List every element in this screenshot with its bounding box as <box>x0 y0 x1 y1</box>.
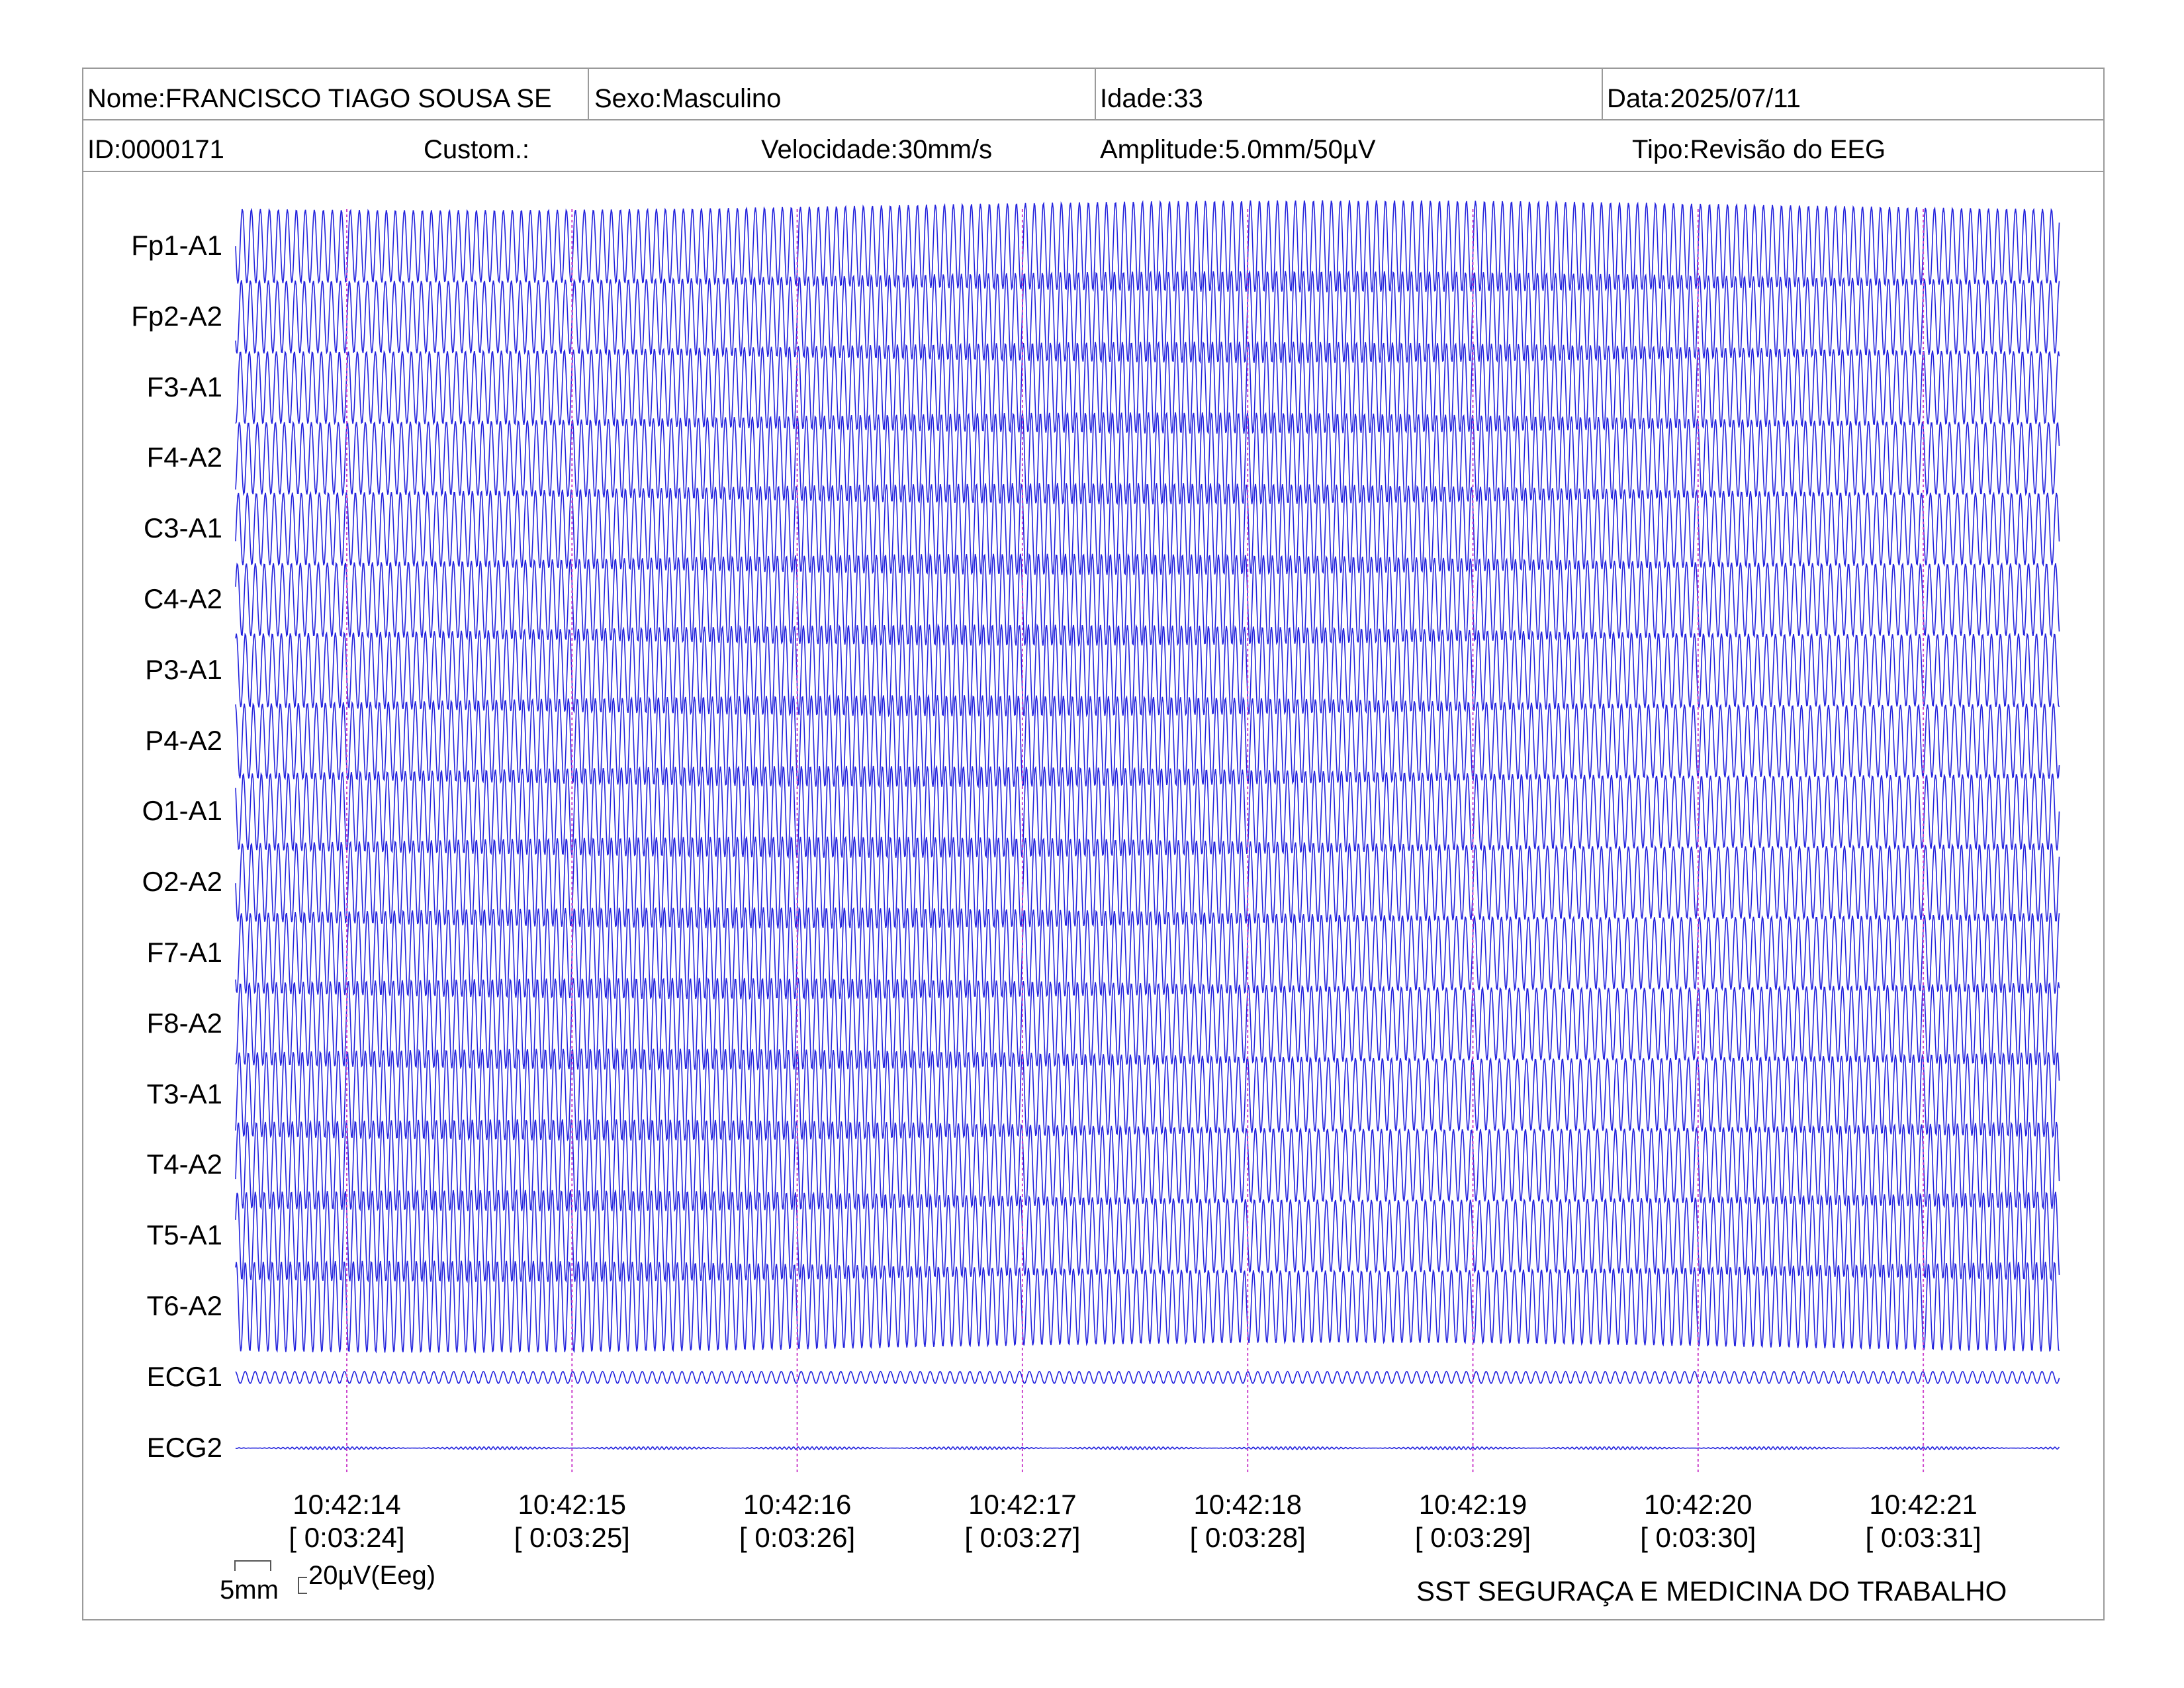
channel-label: T4-A2 <box>146 1149 222 1180</box>
channel-label: P4-A2 <box>145 724 222 756</box>
channel-label: Fp2-A2 <box>131 300 222 332</box>
trace-t4-a2 <box>235 1119 2060 1213</box>
time-scale-label: 5mm <box>220 1575 279 1605</box>
patient-id: ID:0000171 <box>87 135 224 164</box>
time-tick-elapsed: [ 0:03:28] <box>1189 1522 1306 1553</box>
time-tick-elapsed: [ 0:03:31] <box>1865 1522 1981 1553</box>
time-tick-elapsed: [ 0:03:29] <box>1414 1522 1531 1553</box>
trace-t6-a2 <box>235 1260 2060 1354</box>
time-tick: 10:42:21[ 0:03:31] <box>1850 1488 1996 1554</box>
header-divider <box>82 171 2105 172</box>
amplitude-scale-bar <box>298 1577 307 1594</box>
amplitude-scale-label: 20µV(Eeg) <box>308 1561 436 1590</box>
time-tick-elapsed: [ 0:03:27] <box>964 1522 1081 1553</box>
trace-o1-a1 <box>235 765 2060 859</box>
time-tick-clock: 10:42:15 <box>518 1489 627 1520</box>
time-tick: 10:42:14[ 0:03:24] <box>274 1488 420 1554</box>
header-cell-divider <box>1602 68 1603 119</box>
time-tick-clock: 10:42:18 <box>1193 1489 1302 1520</box>
trace-fp1-a1 <box>235 200 2060 293</box>
trace-f3-a1 <box>235 340 2060 435</box>
channel-label: P3-A1 <box>145 653 222 685</box>
channel-label: C4-A2 <box>143 583 222 614</box>
exam-date: Data:2025/07/11 <box>1607 84 1801 113</box>
time-tick-clock: 10:42:14 <box>293 1489 401 1520</box>
channel-label: ECG2 <box>146 1431 222 1463</box>
footer-organization: SST SEGURAÇA E MEDICINA DO TRABALHO <box>1416 1575 2007 1607</box>
trace-p3-a1 <box>235 623 2060 718</box>
trace-o2-a2 <box>235 835 2060 929</box>
review-type: Tipo:Revisão do EEG <box>1632 135 1886 164</box>
channel-label: F3-A1 <box>146 371 222 402</box>
channel-label: T6-A2 <box>146 1290 222 1321</box>
header-divider <box>82 119 2105 120</box>
trace-c4-a2 <box>235 553 2060 647</box>
channel-label: Fp1-A1 <box>131 230 222 261</box>
channel-label: O1-A1 <box>142 795 222 827</box>
channel-label: T5-A1 <box>146 1219 222 1251</box>
speed: Velocidade:30mm/s <box>761 135 993 164</box>
time-scale-bar <box>234 1560 271 1571</box>
patient-name: Nome:FRANCISCO TIAGO SOUSA SE <box>87 84 552 113</box>
header-cell-divider <box>588 68 589 119</box>
channel-label: C3-A1 <box>143 512 222 544</box>
time-tick-clock: 10:42:21 <box>1869 1489 1978 1520</box>
trace-ecg1 <box>235 1370 2060 1384</box>
time-tick-clock: 10:42:17 <box>968 1489 1077 1520</box>
time-tick: 10:42:15[ 0:03:25] <box>499 1488 645 1554</box>
trace-p4-a2 <box>235 694 2060 788</box>
channel-labels: Fp1-A1 Fp2-A2 F3-A1 F4-A2 C3-A1 C4-A2 P3-A1 P4-… <box>99 0 222 1688</box>
time-tick-clock: 10:42:19 <box>1418 1489 1527 1520</box>
header-cell-divider <box>1095 68 1096 119</box>
time-tick-elapsed: [ 0:03:30] <box>1640 1522 1756 1553</box>
channel-label: F4-A2 <box>146 442 222 473</box>
amplitude: Amplitude:5.0mm/50µV <box>1100 135 1376 164</box>
report-frame <box>82 68 2105 1620</box>
time-tick-elapsed: [ 0:03:25] <box>514 1522 630 1553</box>
trace-c3-a1 <box>235 482 2060 576</box>
time-tick-clock: 10:42:20 <box>1644 1489 1752 1520</box>
time-tick-elapsed: [ 0:03:26] <box>739 1522 856 1553</box>
channel-label: T3-A1 <box>146 1078 222 1109</box>
trace-ecg2 <box>235 1446 2060 1450</box>
trace-f7-a1 <box>235 906 2060 1000</box>
time-tick-clock: 10:42:16 <box>743 1489 852 1520</box>
trace-t3-a1 <box>235 1047 2060 1142</box>
trace-f8-a2 <box>235 977 2060 1071</box>
time-tick: 10:42:20[ 0:03:30] <box>1625 1488 1771 1554</box>
channel-label: O2-A2 <box>142 866 222 898</box>
channel-label: ECG1 <box>146 1360 222 1392</box>
channel-label: F8-A2 <box>146 1007 222 1039</box>
time-tick: 10:42:18[ 0:03:28] <box>1175 1488 1320 1554</box>
patient-sex: Sexo:Masculino <box>594 84 782 113</box>
patient-age: Idade:33 <box>1100 84 1203 113</box>
trace-fp2-a2 <box>235 269 2060 364</box>
time-tick: 10:42:19[ 0:03:29] <box>1400 1488 1546 1554</box>
time-tick: 10:42:17[ 0:03:27] <box>950 1488 1095 1554</box>
time-tick-elapsed: [ 0:03:24] <box>289 1522 405 1553</box>
trace-f4-a2 <box>235 411 2060 505</box>
custom-field: Custom.: <box>424 135 530 164</box>
channel-label: F7-A1 <box>146 937 222 968</box>
time-tick: 10:42:16[ 0:03:26] <box>725 1488 870 1554</box>
trace-t5-a1 <box>235 1189 2060 1284</box>
